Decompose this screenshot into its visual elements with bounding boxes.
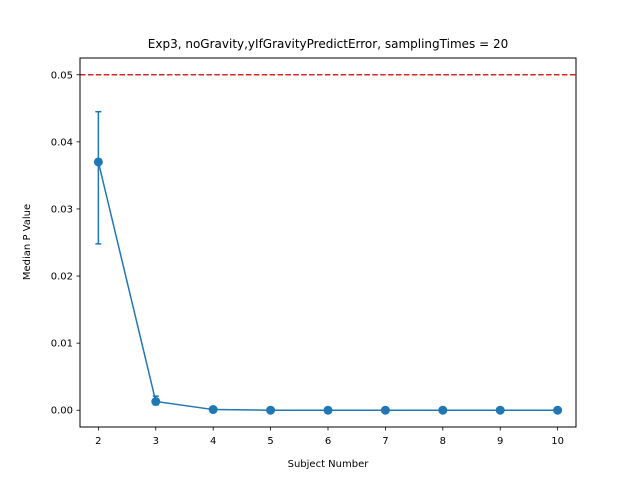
chart-title: Exp3, noGravity,yIfGravityPredictError, …	[148, 37, 508, 51]
plot-area: 2 3 4 5 6 7 8 9 10 0.00 0.01 0.02 0.03 0.04 0.05	[51, 57, 577, 447]
data-point	[495, 405, 505, 415]
y-axis-label: Median P Value	[22, 204, 33, 280]
x-tick-label: 5	[267, 436, 273, 447]
x-tick-label: 2	[95, 436, 101, 447]
y-tick-label: 0.02	[51, 272, 73, 283]
data-point	[553, 405, 563, 415]
x-tick-label: 4	[210, 436, 216, 447]
x-tick-label: 10	[551, 436, 564, 447]
data-point	[323, 405, 333, 415]
data-point	[266, 405, 276, 415]
y-tick-label: 0.05	[51, 70, 73, 81]
y-tick-label: 0.00	[51, 406, 73, 417]
x-tick-label: 9	[497, 436, 503, 447]
y-tick-label: 0.03	[51, 204, 73, 215]
data-point	[208, 405, 218, 415]
data-point	[151, 397, 161, 407]
x-tick-label: 6	[325, 436, 331, 447]
data-point	[438, 405, 448, 415]
x-tick-label: 3	[153, 436, 159, 447]
x-tick-label: 8	[440, 436, 446, 447]
x-tick-label: 7	[382, 436, 388, 447]
y-tick-label: 0.01	[51, 339, 73, 350]
data-point	[380, 405, 390, 415]
y-tick-label: 0.04	[51, 137, 73, 148]
x-axis-label: Subject Number	[288, 459, 370, 470]
data-point	[93, 157, 103, 167]
